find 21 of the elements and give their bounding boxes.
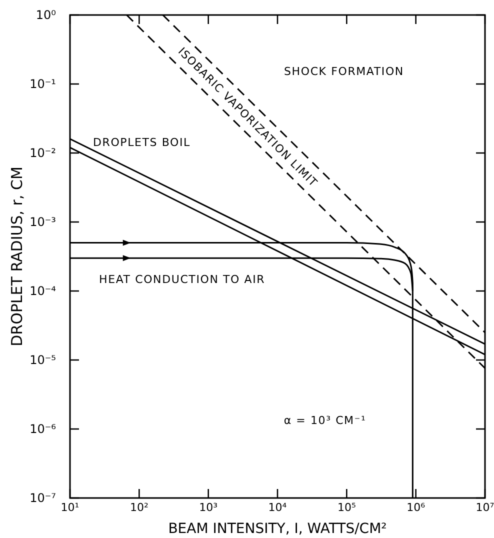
y-tick-label: 10⁻⁷ [30, 490, 56, 505]
y-tick-label: 10⁻⁵ [30, 352, 56, 367]
x-tick-label: 10⁷ [476, 500, 494, 514]
y-tick-label: 10⁰ [36, 8, 56, 22]
annotation: SHOCK FORMATION [284, 64, 404, 78]
x-tick-label: 10⁵ [337, 500, 356, 514]
x-tick-label: 10² [130, 500, 148, 514]
y-tick-label: 10⁻⁴ [30, 284, 56, 298]
x-tick-label: 10⁴ [268, 500, 288, 514]
annotation: DROPLETS BOIL [93, 136, 191, 149]
annotation: HEAT CONDUCTION TO AIR [99, 272, 266, 286]
y-axis-title: DROPLET RADIUS, r, CM [8, 166, 26, 346]
x-axis-title: BEAM INTENSITY, I, WATTS/CM² [168, 521, 387, 537]
y-tick-label: 10⁻² [30, 146, 56, 160]
y-tick-label: 10⁻⁶ [30, 422, 56, 436]
annotation: α = 10³ CM⁻¹ [284, 414, 366, 427]
y-tick-label: 10⁻¹ [30, 76, 56, 91]
y-tick-label: 10⁻³ [30, 214, 56, 229]
x-tick-label: 10¹ [60, 500, 80, 514]
x-tick-label: 10⁶ [406, 500, 426, 514]
x-tick-label: 10³ [199, 500, 218, 514]
